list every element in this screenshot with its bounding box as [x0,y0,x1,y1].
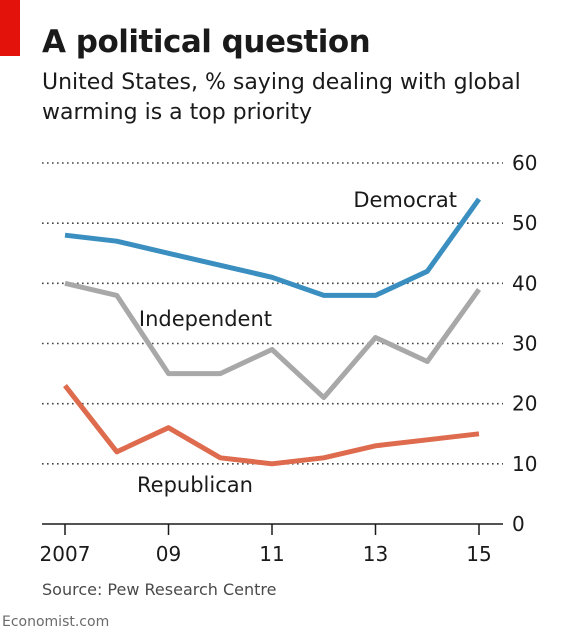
brand-red-tag [0,0,20,56]
y-tick-label: 60 [512,151,537,175]
x-tick-label: 2007 [40,542,91,566]
y-tick-label: 30 [512,332,537,356]
x-tick-label: 09 [156,542,181,566]
y-tick-label: 20 [512,392,537,416]
series-line-republican [63,384,480,467]
chart-title: A political question [42,24,371,60]
x-tick-label: 13 [363,542,388,566]
series-label-republican: Republican [137,473,253,497]
publisher-credit: Economist.com [2,614,110,630]
y-tick-label: 10 [512,452,537,476]
series-line-independent [64,280,482,401]
x-tick-label: 11 [259,542,284,566]
source-note: Source: Pew Research Centre [42,580,277,599]
series-line-democrat [64,197,482,298]
y-tick-label: 50 [512,211,537,235]
x-tick-label: 15 [466,542,491,566]
series-label-independent: Independent [139,307,272,331]
series-label-democrat: Democrat [353,188,457,212]
y-tick-label: 0 [512,512,525,536]
chart-subtitle: United States, % saying dealing with glo… [42,70,521,125]
y-tick-label: 40 [512,271,537,295]
